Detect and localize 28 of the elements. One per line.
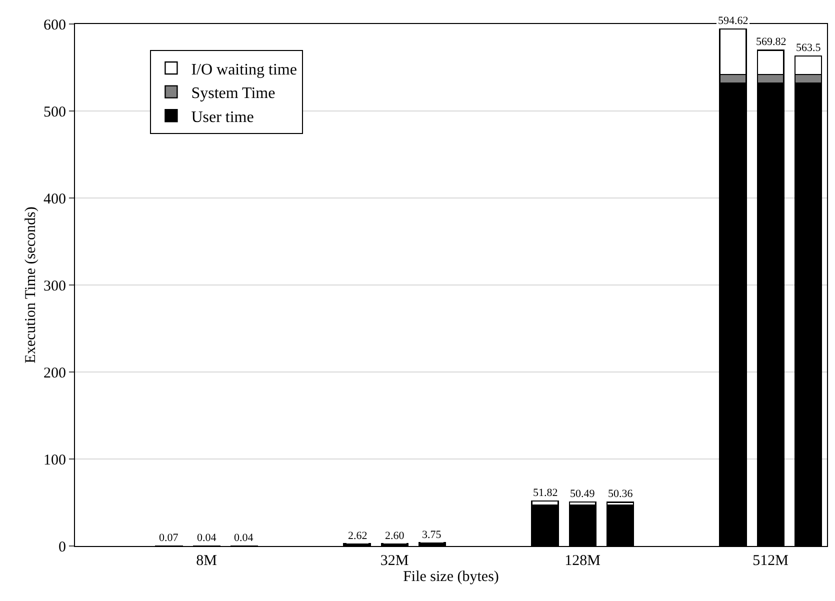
total-label: 0.07	[159, 532, 179, 544]
y-axis-title: Execution Time (seconds)	[23, 206, 39, 364]
total-label: 569.82	[756, 36, 786, 48]
y-tick-label: 500	[44, 104, 66, 120]
legend-label: User time	[191, 108, 254, 126]
x-tick-label: 512M	[752, 553, 789, 569]
y-tick-label: 400	[44, 191, 66, 208]
x-axis-title: File size (bytes)	[403, 569, 499, 585]
total-label: 594.62	[718, 15, 748, 27]
total-label: 2.62	[348, 530, 368, 542]
total-label: 0.04	[197, 532, 217, 544]
total-label: 0.04	[234, 532, 254, 544]
y-tick-label: 200	[44, 365, 66, 382]
y-tick-label: 600	[44, 17, 66, 34]
total-label: 50.36	[608, 488, 634, 500]
legend-label: System Time	[191, 85, 276, 102]
x-tick-label: 128M	[564, 553, 601, 569]
legend-label: I/O waiting time	[191, 61, 297, 78]
x-tick-label: 8M	[196, 553, 218, 569]
y-tick-label: 300	[44, 278, 66, 294]
y-tick-label: 100	[44, 452, 66, 468]
total-label: 563.5	[796, 42, 822, 54]
total-label: 3.75	[422, 529, 442, 541]
y-tick-label: 0	[58, 539, 66, 556]
total-label: 50.49	[570, 488, 596, 500]
x-tick-label: 32M	[380, 553, 409, 569]
total-label: 2.60	[385, 530, 405, 542]
total-label: 51.82	[533, 487, 558, 499]
